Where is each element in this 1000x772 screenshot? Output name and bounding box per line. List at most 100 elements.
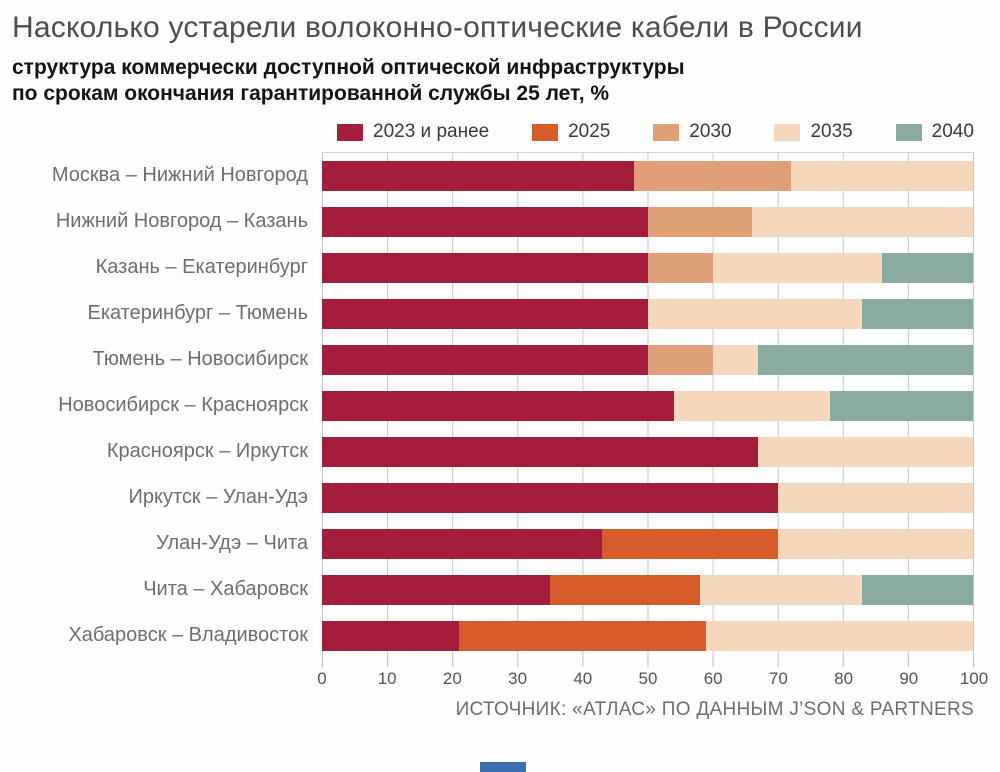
stacked-bar	[322, 437, 973, 467]
stacked-bar	[322, 621, 973, 651]
bar-row	[322, 429, 973, 475]
legend-swatch-icon	[532, 123, 559, 141]
bar-segment-2035	[712, 253, 882, 283]
bar-row	[322, 291, 973, 337]
x-axis-tick-label: 80	[834, 669, 854, 688]
category-labels: Москва – Нижний Новгород Нижний Новгород …	[0, 152, 322, 659]
bar-segment-2023	[322, 391, 674, 421]
plot-area	[322, 152, 974, 659]
bar-segment-2023	[322, 345, 648, 375]
x-axis-tick-label: 100	[959, 669, 989, 688]
bar-segment-2023	[322, 207, 648, 237]
legend-label: 2040	[931, 121, 974, 142]
x-axis-tick-label: 0	[317, 669, 327, 688]
bar-row	[322, 521, 973, 567]
stacked-bar	[322, 391, 973, 421]
bar-segment-2023	[322, 253, 648, 283]
legend-label: 2025	[568, 121, 611, 142]
bar-segment-2023	[322, 621, 459, 651]
bar-segment-2035	[777, 483, 973, 513]
page-subtitle: структура коммерчески доступной оптическ…	[12, 55, 974, 107]
legend-swatch-icon	[774, 123, 801, 141]
bottom-blue-strip	[480, 762, 526, 772]
bar-segment-2035	[777, 529, 973, 559]
subtitle-line-2: по срокам окончания гарантированной служ…	[12, 82, 610, 105]
bar-segment-2035	[647, 299, 863, 329]
x-axis-labels: 0 10 20 30 40 50 60 70 80 90 100	[317, 669, 988, 691]
stacked-bar	[322, 299, 973, 329]
x-axis-ticks	[322, 659, 974, 667]
bar-segment-2035	[790, 161, 973, 191]
bar-segment-2040	[829, 391, 973, 421]
bar-segment-2030	[647, 345, 713, 375]
source-caption: ИСТОЧНИК: «АТЛАС» ПО ДАННЫМ J’SON & PART…	[455, 699, 974, 720]
legend-item: 2040	[895, 121, 974, 143]
bar-segment-2035	[751, 207, 973, 237]
bar-segment-2025	[601, 529, 778, 559]
category-label: Казань – Екатеринбург	[95, 255, 308, 278]
stacked-bar	[322, 575, 973, 605]
bar-segment-2023	[322, 161, 635, 191]
bar-row	[322, 613, 973, 659]
x-axis-tick-label: 20	[442, 669, 462, 688]
stacked-bar	[322, 161, 973, 191]
category-label: Иркутск – Улан-Удэ	[128, 485, 308, 508]
category-label: Хабаровск – Владивосток	[68, 623, 308, 646]
x-axis-tick-label: 50	[638, 669, 658, 688]
page-title: Насколько устарели волоконно-оптические …	[12, 11, 863, 44]
bar-segment-2025	[549, 575, 700, 605]
legend-item: 2035	[774, 121, 853, 143]
bar-segment-2040	[862, 299, 973, 329]
bar-segment-2030	[647, 207, 752, 237]
category-label: Москва – Нижний Новгород	[51, 163, 308, 186]
bar-row	[322, 199, 973, 245]
subtitle-line-1: структура коммерчески доступной оптическ…	[12, 56, 685, 79]
bar-row	[322, 153, 973, 199]
bar-segment-2035	[758, 437, 973, 467]
category-label: Екатеринбург – Тюмень	[87, 301, 308, 324]
bar-row	[322, 245, 973, 291]
bar-segment-2023	[322, 483, 778, 513]
header: Насколько устарели волоконно-оптические …	[0, 10, 974, 107]
stacked-bar	[322, 207, 973, 237]
category-label: Чита – Хабаровск	[143, 577, 308, 600]
bar-segment-2035	[673, 391, 830, 421]
category-label: Нижний Новгород – Казань	[55, 209, 308, 232]
x-axis-tick-label: 70	[768, 669, 788, 688]
legend-label: 2030	[689, 121, 732, 142]
bar-row	[322, 567, 973, 613]
bar-segment-2035	[706, 621, 973, 651]
category-label: Новосибирск – Красноярск	[58, 393, 308, 416]
chart-legend: 2023 и ранее 2025 2030 2035 2040	[337, 120, 974, 144]
x-axis-tick-label: 40	[573, 669, 593, 688]
stacked-bar	[322, 345, 973, 375]
x-axis-tick-label: 60	[703, 669, 723, 688]
bar-segment-2030	[634, 161, 791, 191]
legend-swatch-icon	[653, 123, 680, 141]
bar-row	[322, 475, 973, 521]
x-axis-tick-label: 30	[508, 669, 528, 688]
legend-item: 2025	[532, 121, 610, 143]
legend-swatch-icon	[337, 123, 363, 141]
legend-swatch-icon	[895, 123, 922, 141]
stacked-bar	[322, 529, 973, 559]
bar-segment-2023	[322, 575, 550, 605]
chart-body: Москва – Нижний Новгород Нижний Новгород …	[0, 152, 974, 659]
bar-segment-2023	[322, 529, 602, 559]
bar-segment-2040	[862, 575, 973, 605]
legend-label: 2035	[810, 121, 853, 142]
legend-item: 2023 и ранее	[337, 121, 489, 143]
stacked-bar	[322, 253, 973, 283]
legend-label: 2023 и ранее	[373, 121, 490, 142]
bar-segment-2023	[322, 299, 648, 329]
stacked-bar	[322, 483, 973, 513]
x-axis-tick-label: 90	[899, 669, 919, 688]
bar-row	[322, 383, 973, 429]
legend-item: 2030	[653, 121, 732, 143]
bar-segment-2025	[458, 621, 707, 651]
bar-segment-2023	[322, 437, 759, 467]
bar-row	[322, 337, 973, 383]
bar-segment-2035	[699, 575, 863, 605]
bar-segment-2040	[881, 253, 973, 283]
